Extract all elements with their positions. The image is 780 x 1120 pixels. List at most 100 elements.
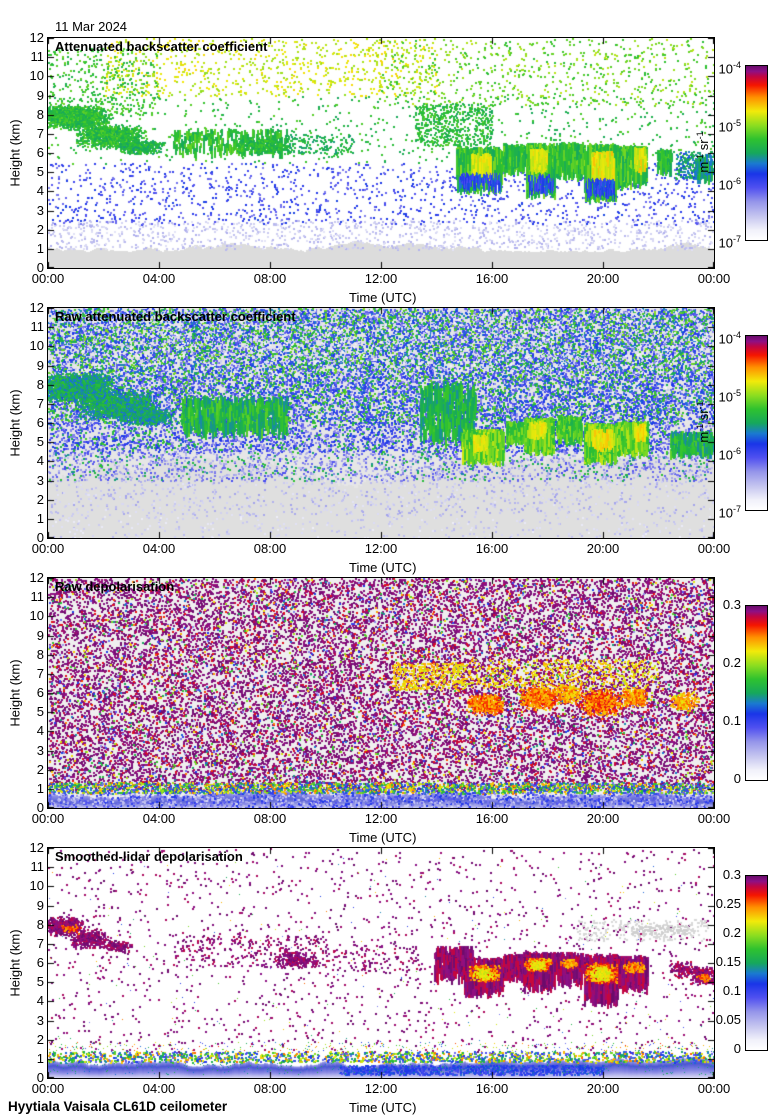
x-tick-label: 16:00 <box>475 271 509 286</box>
y-tick-label: 1 <box>36 510 44 526</box>
panel-raw-attenuated-backscatter: Raw attenuated backscatter coefficient <box>47 307 715 539</box>
colorbar-attenuated-backscatter <box>745 65 768 241</box>
x-tick-label: 12:00 <box>364 271 398 286</box>
heatmap-canvas-raw-depolarisation <box>48 578 714 808</box>
y-tick-label: 6 <box>36 145 44 160</box>
y-tick-label: 10 <box>29 68 44 84</box>
colorbar-unit-label: m-1 sr-1 <box>694 401 712 443</box>
colorbar-tick-label: 10-6 <box>718 176 741 193</box>
x-tick-label: 20:00 <box>586 541 620 556</box>
x-tick-label: 08:00 <box>253 811 287 826</box>
y-tick-label: 4 <box>36 723 44 739</box>
y-tick-label: 6 <box>36 955 44 970</box>
y-tick-label: 0 <box>36 1070 44 1085</box>
x-tick-label: 08:00 <box>253 1081 287 1096</box>
y-tick-label: 10 <box>29 338 44 354</box>
y-tick-label: 12 <box>29 840 44 855</box>
x-tick-label: 08:00 <box>253 271 287 286</box>
y-tick-label: 8 <box>36 646 44 662</box>
x-tick-label: 16:00 <box>475 1081 509 1096</box>
colorbar-tick-label: 0 <box>733 771 741 786</box>
y-axis-label: Height (km) <box>7 119 23 187</box>
y-tick-label: 7 <box>36 665 44 681</box>
y-tick-label: 4 <box>36 993 44 1009</box>
y-axis-label: Height (km) <box>7 929 23 997</box>
y-tick-label: 3 <box>36 1012 44 1028</box>
colorbar-tick-label: 0.15 <box>715 954 741 969</box>
y-tick-label: 7 <box>36 935 44 951</box>
y-tick-label: 0 <box>36 260 44 275</box>
colorbar-tick-label: 0.1 <box>722 983 741 998</box>
y-tick-label: 8 <box>36 916 44 932</box>
panel-title: Raw depolarisation <box>55 579 175 594</box>
y-tick-label: 4 <box>36 453 44 469</box>
y-tick-label: 9 <box>36 897 44 913</box>
colorbar-smoothed-lidar-depolarisation <box>745 875 768 1051</box>
y-tick-label: 2 <box>36 1031 44 1047</box>
x-tick-label: 16:00 <box>475 811 509 826</box>
y-tick-label: 5 <box>36 164 44 180</box>
colorbar-tick-label: 0.3 <box>722 867 741 882</box>
colorbar-tick-label: 0.3 <box>722 597 741 612</box>
x-tick-label: 12:00 <box>364 541 398 556</box>
panel-title: Smoothed-lidar depolarisation <box>55 849 243 864</box>
x-axis-label: Time (UTC) <box>349 290 417 305</box>
colorbar-tick-label: 10-4 <box>718 60 741 77</box>
colorbar-tick-label: 0.05 <box>715 1012 741 1027</box>
colorbar-tick-label: 0.25 <box>715 896 741 911</box>
y-axis-label: Height (km) <box>7 659 23 727</box>
y-tick-label: 4 <box>36 183 44 199</box>
x-tick-label: 20:00 <box>586 271 620 286</box>
x-axis-label: Time (UTC) <box>349 1100 417 1115</box>
y-tick-label: 7 <box>36 395 44 411</box>
x-tick-label: 08:00 <box>253 541 287 556</box>
y-tick-label: 11 <box>30 319 45 335</box>
y-tick-label: 1 <box>36 780 44 796</box>
x-tick-label: 20:00 <box>586 1081 620 1096</box>
colorbar-raw-attenuated-backscatter <box>745 335 768 511</box>
y-tick-label: 8 <box>36 376 44 392</box>
y-axis-label: Height (km) <box>7 389 23 457</box>
x-tick-label: 04:00 <box>142 271 176 286</box>
x-tick-label: 00:00 <box>31 1081 65 1096</box>
y-tick-label: 12 <box>29 570 44 585</box>
y-tick-label: 9 <box>36 627 44 643</box>
x-tick-label: 00:00 <box>31 271 65 286</box>
x-tick-label: 00:00 <box>697 541 731 556</box>
y-tick-label: 12 <box>29 300 44 315</box>
x-tick-label: 00:00 <box>31 541 65 556</box>
panel-title: Attenuated backscatter coefficient <box>55 39 268 54</box>
instrument-label: Hyytiala Vaisala CL61D ceilometer <box>8 1099 228 1114</box>
panel-attenuated-backscatter: Attenuated backscatter coefficient <box>47 37 715 269</box>
x-tick-label: 04:00 <box>142 541 176 556</box>
panel-title: Raw attenuated backscatter coefficient <box>55 309 296 324</box>
y-tick-label: 11 <box>30 49 45 65</box>
x-tick-label: 00:00 <box>697 1081 731 1096</box>
panel-smoothed-lidar-depolarisation: Smoothed-lidar depolarisation <box>47 847 715 1079</box>
x-tick-label: 00:00 <box>697 811 731 826</box>
y-tick-label: 6 <box>36 415 44 430</box>
y-tick-label: 5 <box>36 974 44 990</box>
colorbar-raw-depolarisation <box>745 605 768 781</box>
y-tick-label: 10 <box>29 878 44 894</box>
y-tick-label: 1 <box>36 1050 44 1066</box>
y-tick-label: 7 <box>36 125 44 141</box>
colorbar-tick-label: 10-5 <box>718 388 741 405</box>
y-tick-label: 5 <box>36 434 44 450</box>
colorbar-tick-label: 0.2 <box>722 925 741 940</box>
y-tick-label: 3 <box>36 202 44 218</box>
x-tick-label: 12:00 <box>364 811 398 826</box>
y-tick-label: 2 <box>36 761 44 777</box>
heatmap-canvas-attenuated-backscatter <box>48 38 714 268</box>
colorbar-tick-label: 0 <box>733 1041 741 1056</box>
colorbar-tick-label: 10-4 <box>718 330 741 347</box>
heatmap-canvas-raw-attenuated-backscatter <box>48 308 714 538</box>
x-tick-label: 04:00 <box>142 811 176 826</box>
colorbar-tick-label: 0.1 <box>722 713 741 728</box>
x-axis-label: Time (UTC) <box>349 830 417 845</box>
y-tick-label: 9 <box>36 357 44 373</box>
y-tick-label: 2 <box>36 491 44 507</box>
x-axis-label: Time (UTC) <box>349 560 417 575</box>
y-tick-label: 9 <box>36 87 44 103</box>
